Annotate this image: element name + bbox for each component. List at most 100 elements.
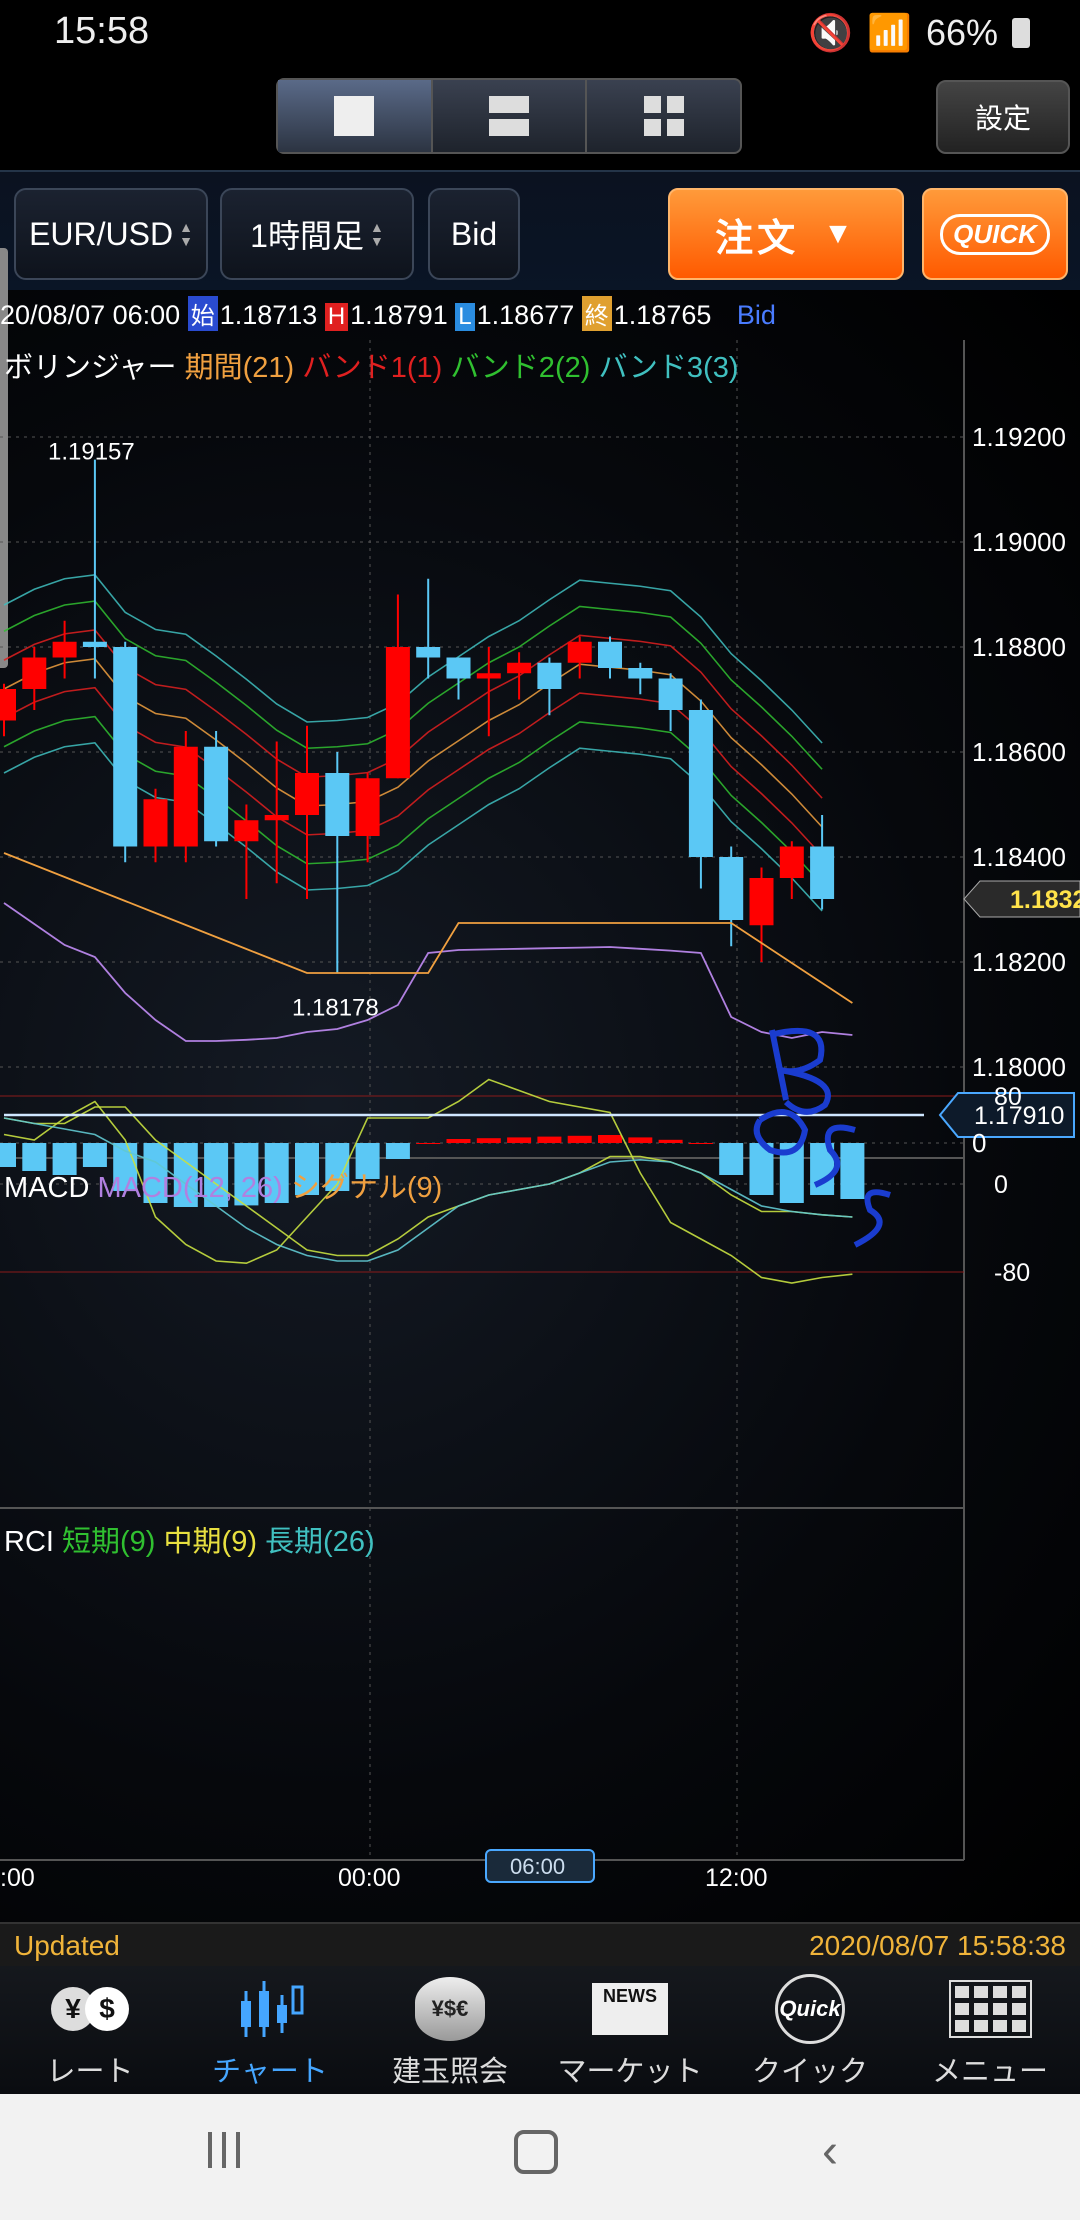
wifi-icon: 📶 <box>867 12 912 53</box>
quick-label: QUICK <box>940 213 1050 255</box>
macd-signal-line <box>3 852 853 1004</box>
home-icon[interactable] <box>514 2130 558 2174</box>
layout-single-button[interactable] <box>278 80 433 152</box>
macd-bar <box>446 1139 471 1143</box>
split-pane-icon <box>489 96 529 136</box>
timeframe-select[interactable]: 1時間足 ▲ ▼ <box>220 188 414 280</box>
price-tick-label: 1.18000 <box>972 1052 1066 1082</box>
candle-body <box>810 846 835 899</box>
quick-icon: Quick <box>775 1970 845 2048</box>
candle-body <box>749 878 774 926</box>
low-value: 1.18677 <box>476 300 575 330</box>
low-annotation: 1.18178 <box>292 995 379 1022</box>
macd-bar <box>598 1135 622 1143</box>
candle-body <box>234 820 259 842</box>
currency-pair-select[interactable]: EUR/USD ▲ ▼ <box>14 188 208 280</box>
bollinger-band-line <box>3 573 823 744</box>
triangle-down-icon: ▼ <box>823 217 857 250</box>
bollinger-band-line <box>3 741 823 912</box>
time-cursor-tag <box>485 1849 595 1883</box>
layout-grid-button[interactable] <box>587 80 740 152</box>
candle-body <box>446 657 471 679</box>
candle-body <box>416 647 441 658</box>
time-tick-label: 00:00 <box>338 1864 401 1892</box>
nav-chart[interactable]: チャート <box>180 1966 360 2094</box>
candle-body <box>82 641 107 647</box>
macd-legend: MACD MACD(12, 26) シグナル(9) <box>4 1164 442 1206</box>
nav-positions[interactable]: ¥$€ 建玉照会 <box>360 1966 540 2094</box>
nav-rate[interactable]: ¥ $ レート <box>0 1966 180 2094</box>
timeframe-label: 1時間足 <box>250 218 364 254</box>
price-tick-label: 1.19200 <box>972 422 1066 452</box>
bollinger-band3: バンド3(3) <box>598 352 739 384</box>
macd-params: MACD(12, 26) <box>97 1172 283 1204</box>
bollinger-band2: バンド2(2) <box>450 352 591 384</box>
candle-body <box>779 846 804 878</box>
single-pane-icon <box>334 96 375 136</box>
candle-body <box>658 678 683 710</box>
open-value: 1.18713 <box>219 300 318 330</box>
rci-tick-label: -80 <box>994 1259 1030 1287</box>
rci-legend: RCI 短期(9) 中期(9) 長期(26) <box>4 1518 375 1560</box>
bollinger-period: 期間(21) <box>184 352 295 384</box>
back-icon[interactable]: ‹ <box>822 2125 838 2178</box>
time-cursor-label: 06:00 <box>510 1854 565 1879</box>
candle-body <box>628 668 653 679</box>
positions-icon: ¥$€ <box>415 1970 485 2048</box>
current-price-label: 1.18320 <box>1010 886 1080 914</box>
candle-body <box>264 815 289 821</box>
rate-icon: ¥ $ <box>51 1970 129 2048</box>
currency-pair-label: EUR/USD <box>29 215 174 252</box>
handwritten-annotation <box>753 1027 891 1248</box>
ohlc-datetime: 20/08/07 06:00 <box>0 300 181 330</box>
candle-body <box>325 773 350 836</box>
price-tick-label: 1.19000 <box>972 527 1066 557</box>
bollinger-name: ボリンジャー <box>4 352 177 384</box>
rci-long: 長期(26) <box>265 1526 375 1558</box>
top-bar: 設定 <box>0 70 1080 170</box>
rci-mid: 中期(9) <box>163 1526 257 1558</box>
update-timestamp: 2020/08/07 15:58:38 <box>809 1930 1066 1961</box>
order-button[interactable]: 注文 ▼ <box>668 188 904 280</box>
settings-button[interactable]: 設定 <box>936 80 1070 154</box>
bollinger-band-line <box>3 686 823 857</box>
line-price-label: 1.17910 <box>974 1102 1064 1130</box>
bid-button[interactable]: Bid <box>428 188 520 280</box>
ohlc-price-type: Bid <box>736 300 776 330</box>
recent-apps-icon[interactable] <box>208 2132 240 2168</box>
macd-bar <box>537 1136 562 1143</box>
candle-body <box>143 799 168 847</box>
chart-canvas: 1.19200 1.19000 1.18800 1.18600 1.18400 1.182… <box>0 340 1080 1892</box>
macd-bar <box>173 1143 198 1207</box>
status-bar: 15:58 🔇 📶 66% <box>0 0 1080 70</box>
candle-body <box>537 662 562 689</box>
macd-name: MACD <box>4 1172 90 1204</box>
macd-bar <box>52 1143 77 1175</box>
nav-market-label: マーケット <box>557 2056 703 2088</box>
candle-body <box>598 641 622 668</box>
time-tick-label: :00 <box>0 1864 35 1892</box>
candle-body <box>22 657 47 689</box>
macd-bar <box>355 1143 380 1179</box>
candle-body <box>688 710 713 857</box>
rci-tick-label: 0 <box>994 1171 1008 1199</box>
macd-bar <box>507 1137 532 1143</box>
rci-tick-label: 80 <box>994 1083 1022 1111</box>
layout-split-button[interactable] <box>433 80 588 152</box>
candle-body <box>173 746 198 847</box>
quick-order-button[interactable]: QUICK <box>922 188 1068 280</box>
bollinger-band-line <box>3 715 823 886</box>
macd-zero-label: 0 <box>972 1128 986 1158</box>
rci-short: 短期(9) <box>62 1526 156 1558</box>
low-tag: L <box>455 303 475 331</box>
chart-area[interactable] <box>0 290 1080 1922</box>
nav-quick[interactable]: Quick クイック <box>720 1966 900 2094</box>
macd-bar <box>204 1143 229 1207</box>
close-value: 1.18765 <box>613 300 712 330</box>
price-tick-label: 1.18800 <box>972 632 1066 662</box>
nav-menu[interactable]: メニュー <box>900 1966 1080 2094</box>
high-value: 1.18791 <box>350 300 448 330</box>
chart-scroll-handle[interactable] <box>0 248 8 668</box>
candle-body <box>52 641 77 658</box>
nav-market[interactable]: NEWS マーケット <box>540 1966 720 2094</box>
